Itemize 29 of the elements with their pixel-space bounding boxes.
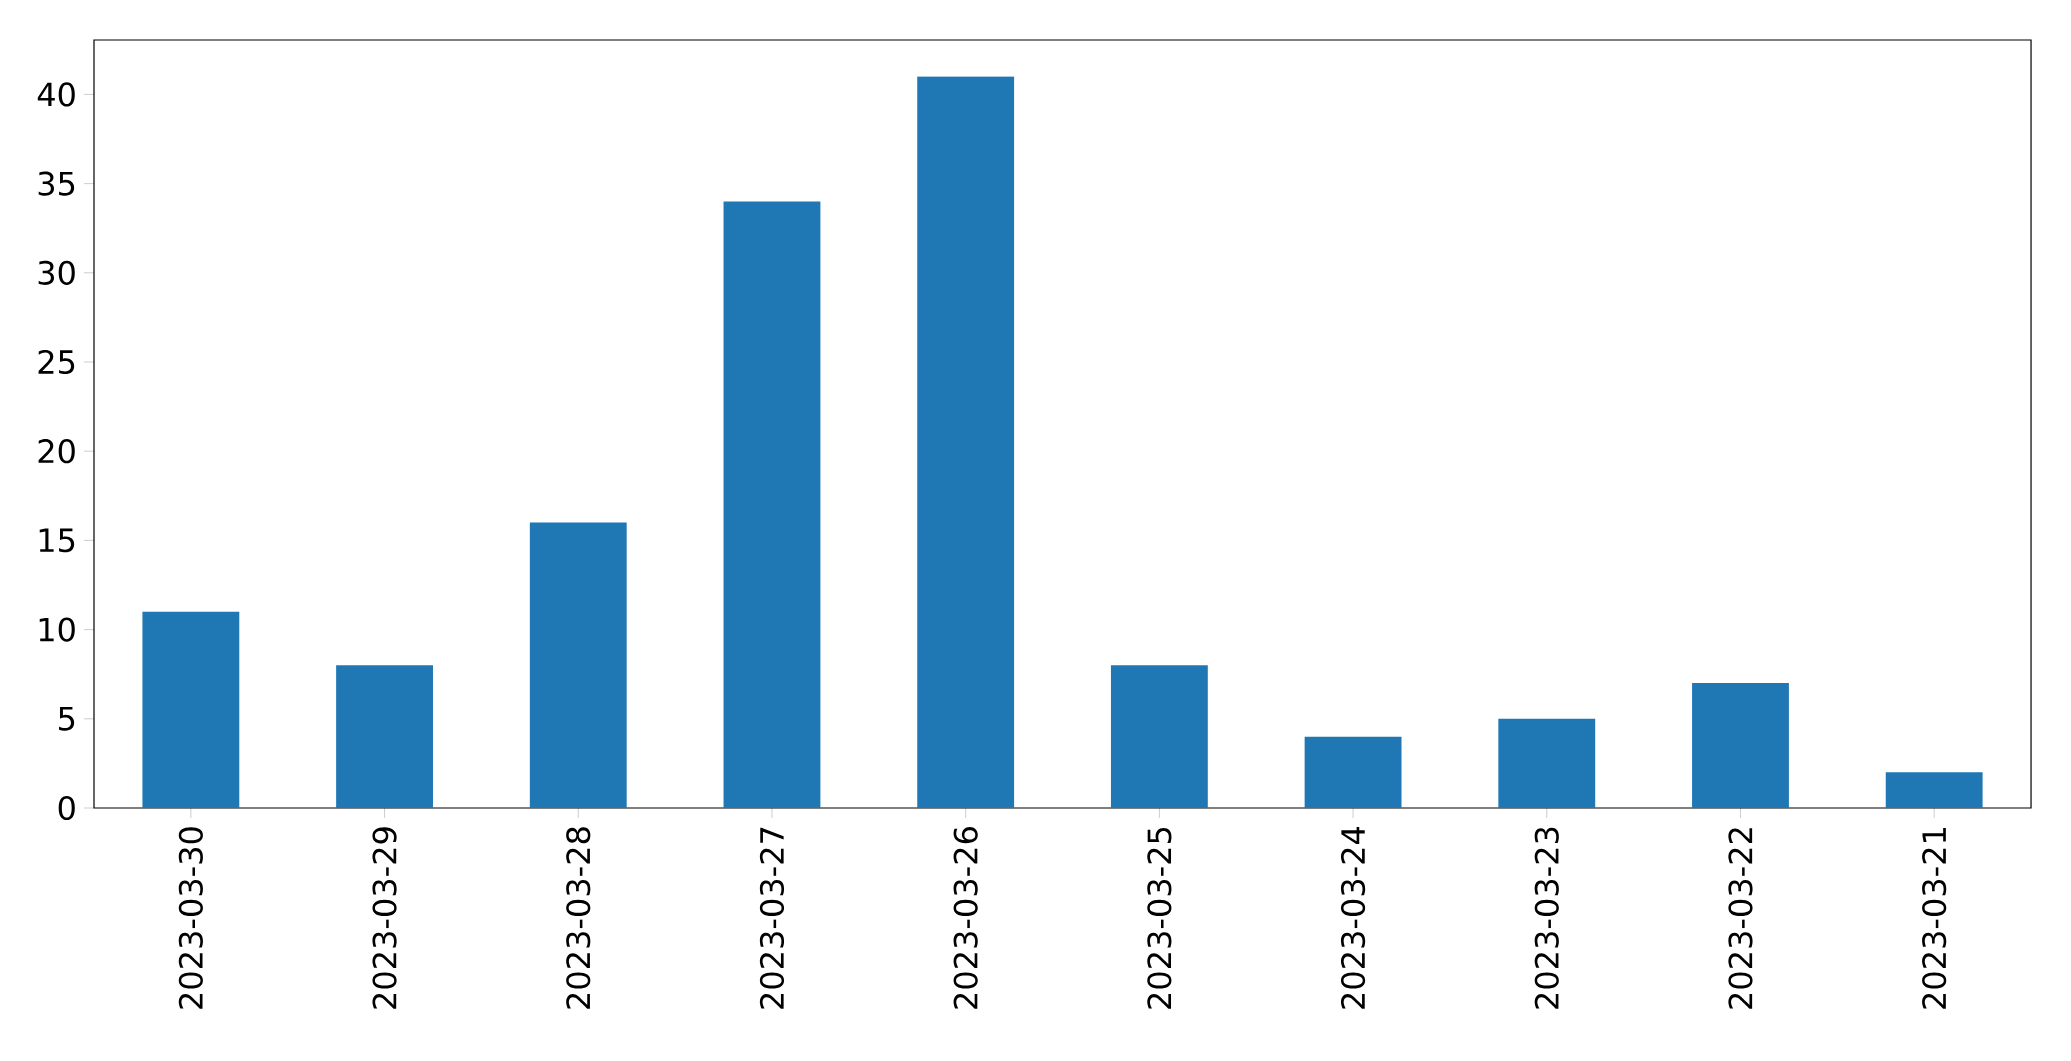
bar (1110, 665, 1208, 808)
bar (336, 665, 433, 808)
y-tick-label: 35 (38, 171, 75, 196)
x-tick-label: 2023-03-26 (953, 827, 978, 1009)
y-tick-label: 10 (39, 617, 75, 642)
x-tick-label: 2023-03-21 (1922, 828, 1947, 1009)
x-tick-label: 2023-03-24 (1340, 826, 1366, 1009)
y-tick-label: 25 (38, 349, 75, 375)
bar (1885, 772, 1983, 808)
y-tick-label: 0 (58, 795, 75, 821)
bar (917, 76, 1015, 808)
x-tick-label: 2023-03-29 (372, 827, 397, 1009)
x-tick-label: 2023-03-25 (1147, 827, 1172, 1009)
y-tick-label: 30 (38, 260, 75, 285)
y-tick-label: 40 (37, 82, 75, 107)
bar (1692, 683, 1789, 808)
y-tick-label: 15 (39, 528, 75, 553)
y-tick-label: 5 (59, 706, 75, 731)
x-tick-label: 2023-03-30 (178, 827, 203, 1009)
bar (1304, 736, 1402, 808)
x-tick-label: 2023-03-28 (566, 827, 591, 1009)
x-tick-label: 2023-03-22 (1728, 828, 1753, 1009)
bar (142, 611, 240, 808)
bar (529, 522, 627, 808)
bar (1498, 718, 1596, 808)
x-tick-label: 2023-03-23 (1534, 827, 1559, 1009)
x-tick-label: 2023-03-27 (759, 827, 785, 1009)
bar (723, 201, 821, 808)
y-tick-label: 20 (38, 439, 75, 464)
